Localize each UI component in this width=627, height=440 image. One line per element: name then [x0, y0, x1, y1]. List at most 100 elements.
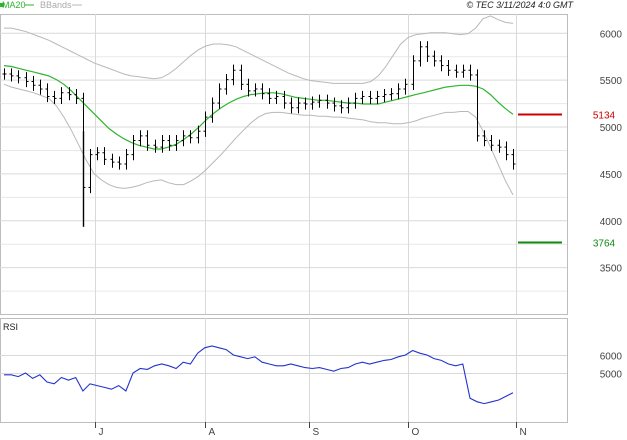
rsi-line [4, 345, 514, 405]
price-bar [31, 75, 36, 91]
x-tick-label: O [412, 427, 420, 438]
price-bar [181, 130, 186, 147]
resistance-level-label: 5134 [593, 111, 616, 122]
bbands-layer [3, 15, 514, 196]
price-bar [274, 90, 279, 104]
price-bar [325, 94, 330, 109]
x-tick-label: A [209, 427, 216, 438]
bbands-legend-label: BBands [40, 0, 72, 10]
price-bar [425, 41, 430, 62]
price-bar [231, 64, 236, 86]
ma20-layer [3, 65, 514, 150]
price-bar [117, 156, 122, 170]
price-bar [253, 83, 258, 97]
support-resistance-layer: 5134 3764 [518, 111, 616, 250]
price-bar [110, 153, 115, 168]
price-bar [52, 90, 57, 104]
price-bar [317, 94, 322, 108]
price-bar [504, 141, 509, 161]
price-bar [9, 68, 14, 82]
price-bar [303, 97, 308, 110]
price-tick-label: 3500 [600, 264, 623, 275]
price-bar [403, 78, 408, 95]
price-bar [24, 72, 29, 88]
rsi-layer [4, 345, 514, 405]
price-bar [74, 89, 79, 104]
price-bar [59, 87, 64, 104]
price-tick-label: 5000 [600, 123, 623, 134]
price-bar [310, 96, 315, 110]
price-bars-layer [2, 41, 516, 227]
x-tick-label: S [313, 427, 320, 438]
price-bar [45, 83, 50, 103]
price-bar [2, 68, 7, 80]
price-bar [167, 134, 172, 151]
price-tick-label: 6000 [600, 29, 623, 40]
price-bar [267, 88, 272, 104]
price-bar [102, 147, 107, 165]
price-bar [332, 97, 337, 112]
price-bar [454, 64, 459, 78]
price-grid [0, 14, 568, 315]
ma20-line [3, 65, 514, 150]
price-bar [196, 125, 201, 144]
support-level-label: 3764 [593, 239, 616, 250]
price-bar [217, 83, 222, 109]
price-tick-label: 4000 [600, 217, 623, 228]
price-bar [439, 55, 444, 72]
price-bar [16, 70, 21, 84]
price-bar [360, 90, 365, 104]
price-panel-frame [0, 14, 568, 315]
price-bar [138, 130, 143, 147]
tick-labels-layer: 6000 5500 5000 4500 4000 3500 6000 5000 J A S O N [95, 29, 623, 438]
price-bar [432, 50, 437, 67]
x-tick-label: N [520, 427, 527, 438]
price-bar [375, 90, 380, 104]
price-bar [260, 83, 265, 100]
copyright-label: © TEC 3/11/2024 4:0 GMT [466, 0, 574, 10]
price-bar [396, 83, 401, 100]
price-bar [95, 147, 100, 161]
price-bar [497, 139, 502, 153]
price-bar [239, 64, 244, 90]
ma20-legend-label: MA20 [2, 0, 26, 10]
price-bar [511, 149, 516, 170]
price-bar [67, 87, 72, 101]
price-bar [246, 78, 251, 97]
price-bar [296, 97, 301, 114]
bbands-upper-line [4, 15, 514, 84]
price-bar [153, 139, 158, 153]
price-bar [145, 130, 150, 151]
price-bar [389, 88, 394, 101]
price-bar [282, 90, 287, 109]
price-bar [461, 64, 466, 78]
price-bar [446, 59, 451, 76]
rsi-panel-frame [0, 318, 568, 423]
rsi-tick-label: 5000 [600, 370, 623, 381]
price-bar [188, 130, 193, 144]
price-bar [174, 134, 179, 151]
price-bar [38, 79, 43, 95]
x-tick-label: J [99, 427, 104, 438]
price-bar [489, 134, 494, 151]
ma20-legend-swatch [0, 3, 4, 7]
price-bar [124, 149, 129, 170]
price-bar [346, 97, 351, 114]
price-bar [468, 64, 473, 81]
price-bar [482, 130, 487, 147]
price-bar [210, 97, 215, 123]
price-bar [88, 149, 93, 194]
price-bar [224, 74, 229, 95]
bbands-lower-line [3, 83, 514, 196]
price-bar [203, 111, 208, 137]
price-bar [411, 55, 416, 90]
rsi-grid [0, 318, 568, 423]
price-bar [418, 41, 423, 67]
price-bar [368, 90, 373, 104]
price-tick-label: 4500 [600, 170, 623, 181]
price-bar [160, 134, 165, 153]
price-bar [353, 92, 358, 109]
price-bar [339, 100, 344, 114]
price-bar [382, 89, 387, 103]
